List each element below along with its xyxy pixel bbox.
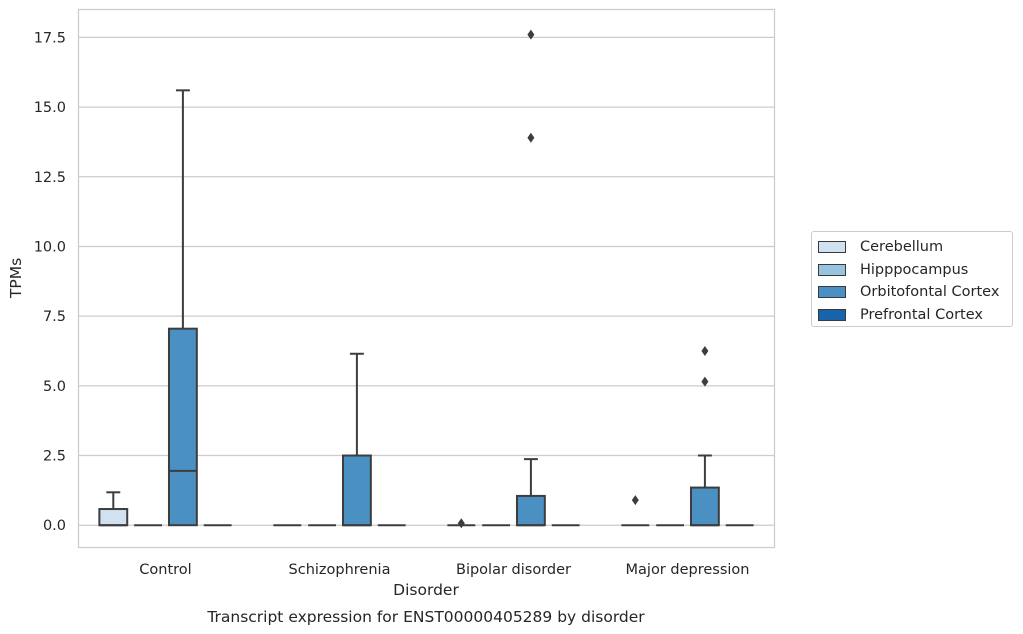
outlier-point (701, 345, 709, 356)
legend-label: Prefrontal Cortex (860, 306, 983, 323)
box-iqr (515, 494, 546, 527)
y-tick-label: 17.5 (34, 30, 66, 46)
axis-tick-labels: 0.0 2.5 5.0 7.5 10.0 12.5 15.0 17.5 Control Schiz… (34, 30, 750, 578)
box-iqr (689, 486, 720, 527)
box-cerebellum (98, 491, 129, 527)
box-cerebellum (621, 495, 650, 527)
box-orbitofontal-cortex (167, 89, 198, 527)
plot-area-border (77, 8, 776, 549)
legend-swatch (818, 263, 846, 276)
legend-item: Cerebellum (818, 236, 1012, 259)
box-orbitofontal-cortex (515, 29, 546, 527)
x-tick-label: Bipolar disorder (456, 562, 571, 578)
legend-item: Prefrontal Cortex (818, 304, 1012, 327)
box-orbitofontal-cortex (689, 345, 720, 527)
y-tick-label: 10.0 (34, 239, 66, 255)
x-tick-label: Schizophrenia (289, 562, 391, 578)
box-iqr (98, 508, 129, 527)
x-tick-label: Control (139, 562, 191, 578)
x-axis-label: Disorder (393, 581, 459, 599)
legend-label: Orbitofontal Cortex (860, 284, 1000, 301)
legend-label: Hipppocampus (860, 261, 969, 278)
box-orbitofontal-cortex (341, 352, 372, 527)
legend-swatch (818, 308, 846, 321)
outlier-point (701, 376, 709, 387)
y-tick-label: 12.5 (34, 170, 66, 186)
y-tick-label: 15.0 (34, 100, 66, 116)
legend-item: Hipppocampus (818, 259, 1012, 282)
y-tick-label: 7.5 (43, 309, 66, 325)
outlier-point (631, 495, 639, 506)
box-layer (98, 29, 754, 529)
box-iqr (341, 454, 372, 527)
box-iqr (167, 327, 198, 527)
outlier-point (527, 132, 535, 143)
legend-item: Orbitofontal Cortex (818, 281, 1012, 304)
y-axis-label: TPMs (7, 258, 25, 299)
outlier-point (527, 29, 535, 40)
box-cerebellum (447, 518, 476, 529)
legend: Cerebellum Hipppocampus Orbitofontal Corte… (811, 231, 1013, 327)
outlier-point (457, 518, 465, 529)
legend-swatch (818, 241, 846, 254)
y-tick-label: 0.0 (43, 518, 66, 534)
legend-swatch (818, 286, 846, 299)
y-tick-label: 5.0 (43, 379, 66, 395)
x-tick-label: Major depression (626, 562, 750, 578)
chart-title: Transcript expression for ENST0000040528… (206, 608, 645, 626)
legend-label: Cerebellum (860, 239, 944, 256)
y-tick-label: 2.5 (43, 449, 66, 465)
